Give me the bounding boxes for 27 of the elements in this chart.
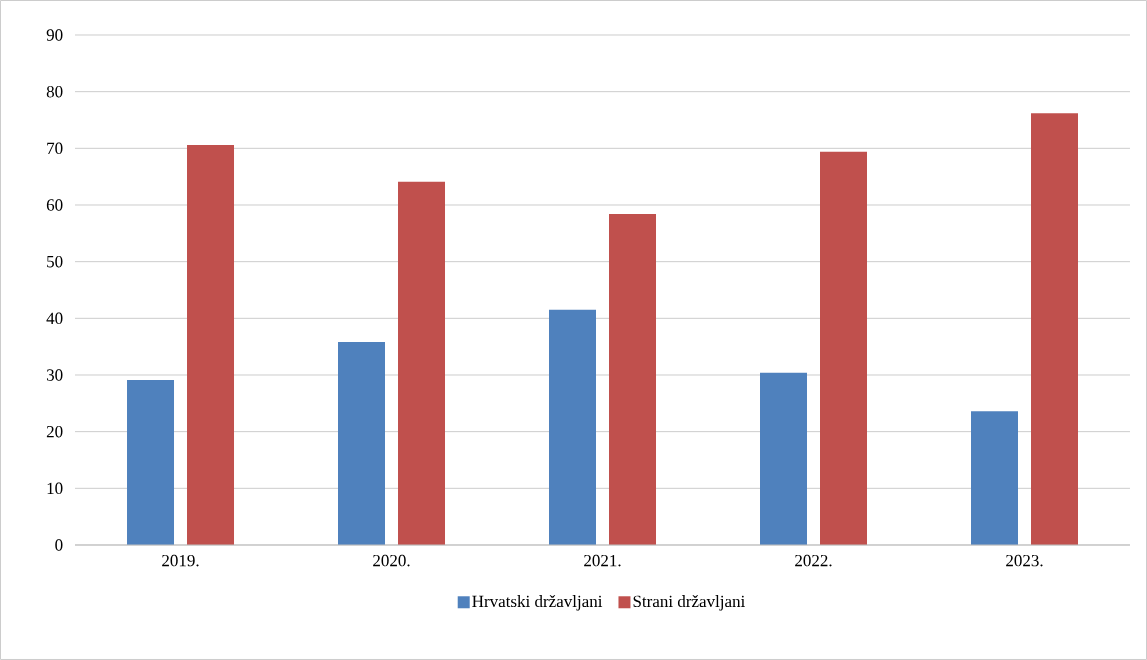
bar xyxy=(760,372,807,545)
y-tick-label: 60 xyxy=(46,199,63,211)
bar xyxy=(127,380,175,545)
y-tick-label: 90 xyxy=(46,29,63,41)
y-tick-label: 80 xyxy=(46,85,63,98)
bar xyxy=(187,144,235,545)
x-tick-label: 2021. xyxy=(584,554,621,567)
bar xyxy=(820,151,867,545)
y-tick-label: 10 xyxy=(47,482,63,495)
bar xyxy=(549,309,597,545)
bar xyxy=(971,411,1018,545)
legend-label: Hrvatski državljani xyxy=(472,595,603,611)
y-tick-label: 40 xyxy=(46,312,63,325)
y-tick-label: 70 xyxy=(47,142,63,155)
legend-label: Strani državljani xyxy=(633,595,745,611)
x-tick-label: 2023. xyxy=(1006,554,1043,567)
y-tick-label: 20 xyxy=(46,425,63,438)
y-tick-label: 30 xyxy=(46,369,63,381)
x-tick-label: 2019. xyxy=(162,554,199,567)
bar xyxy=(338,342,386,545)
x-tick-label: 2022. xyxy=(795,554,832,567)
bar xyxy=(609,214,657,545)
bar xyxy=(1031,113,1078,545)
y-tick-label: 50 xyxy=(47,255,63,268)
bar xyxy=(398,181,446,545)
y-tick-label: 0 xyxy=(55,539,63,551)
x-tick-label: 2020. xyxy=(373,554,410,567)
